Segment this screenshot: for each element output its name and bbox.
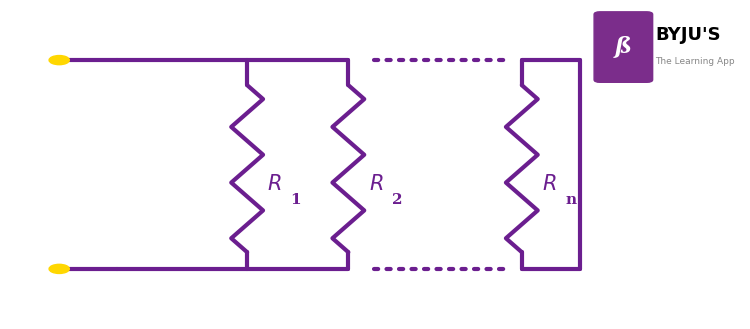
FancyBboxPatch shape bbox=[594, 12, 652, 82]
Text: 2: 2 bbox=[392, 193, 402, 207]
Text: $R$: $R$ bbox=[542, 174, 556, 194]
Text: 1: 1 bbox=[290, 193, 302, 207]
Text: $R$: $R$ bbox=[368, 174, 383, 194]
Text: $R$: $R$ bbox=[268, 174, 282, 194]
Circle shape bbox=[49, 56, 69, 65]
Circle shape bbox=[49, 264, 69, 273]
Text: n: n bbox=[566, 193, 576, 207]
Text: BYJU'S: BYJU'S bbox=[656, 26, 722, 44]
Text: The Learning App: The Learning App bbox=[656, 57, 735, 66]
Text: ß: ß bbox=[615, 36, 632, 58]
